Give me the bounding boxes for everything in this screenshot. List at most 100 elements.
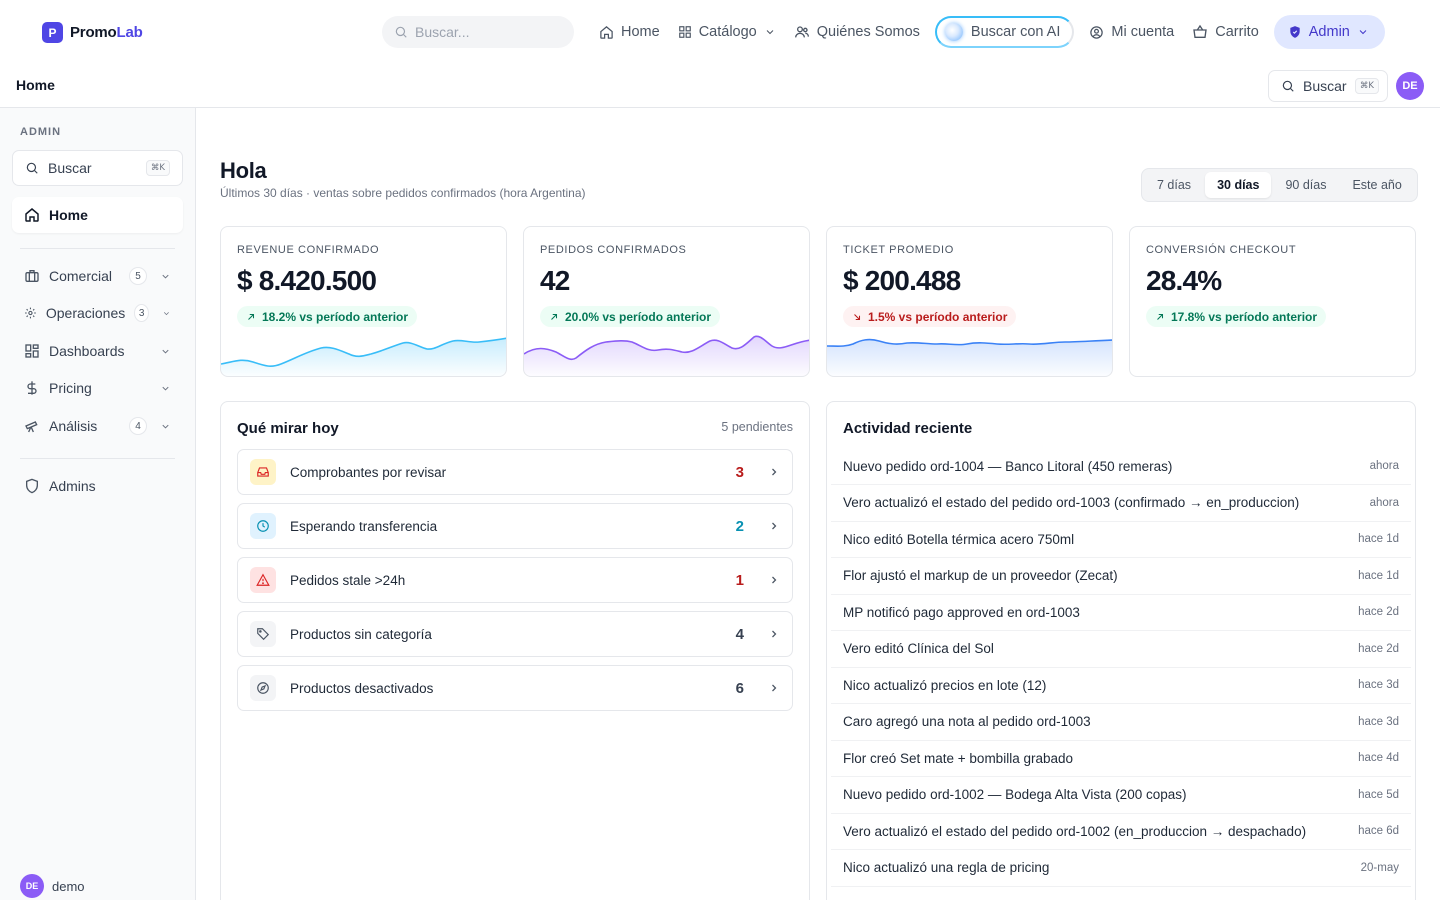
todo-item-stale-orders[interactable]: Pedidos stale >24h 1: [237, 557, 793, 603]
kpi-card-avg-ticket: TICKET PROMEDIO $ 200.488 1.5% vs períod…: [826, 226, 1113, 377]
todo-item-label: Pedidos stale >24h: [290, 572, 406, 588]
nav-about[interactable]: Quiénes Somos: [785, 14, 929, 50]
shield-icon: [1290, 26, 1300, 38]
activity-time: hace 1d: [1358, 569, 1399, 582]
sparkline-line: [221, 337, 506, 367]
sidebar-item-comercial[interactable]: Comercial 5: [12, 258, 183, 294]
activity-item: Nico actualizó precios en lote (12) hace …: [831, 667, 1411, 704]
top-search-box[interactable]: [382, 16, 574, 48]
home-icon: [25, 208, 39, 222]
todo-item-transfer[interactable]: Esperando transferencia 2: [237, 503, 793, 549]
activity-item: Nuevo pedido ord-1002 — Bodega Alta Vist…: [831, 777, 1411, 814]
todo-item-uncategorized[interactable]: Productos sin categoría 4: [237, 611, 793, 657]
activity-text: Nuevo pedido ord-1004 — Banco Litoral (4…: [843, 458, 1173, 474]
gear-icon: [25, 307, 36, 319]
kpi-delta-text: 1.5% vs período anterior: [868, 309, 1008, 324]
activity-text: MP notificó pago approved en ord-1003: [843, 604, 1080, 620]
user-avatar[interactable]: DE: [1396, 72, 1424, 100]
dashboard-icon: [25, 344, 39, 358]
activity-item: MP notificó pago approved en ord-1003 hac…: [831, 594, 1411, 631]
count-badge: 4: [129, 417, 147, 435]
activity-time: hace 2d: [1358, 606, 1399, 618]
kpi-delta-text: 17.8% vs período anterior: [1171, 309, 1318, 324]
sidebar-divider: [20, 458, 175, 459]
sidebar-item-analisis[interactable]: Análisis 4: [12, 408, 183, 444]
activity-time: ahora: [1369, 460, 1399, 472]
activity-text: Vero actualizó el estado del pedido ord-…: [843, 823, 1307, 839]
clock-icon: [250, 513, 276, 539]
search-icon: [395, 26, 407, 38]
chevron-right-icon: [772, 468, 777, 476]
alert-icon: [250, 567, 276, 593]
chevron-down-icon: [162, 274, 169, 279]
kpi-label: REVENUE CONFIRMADO: [237, 244, 380, 256]
activity-item: Nuevo pedido ord-1004 — Banco Litoral (4…: [831, 448, 1411, 485]
activity-time: hace 6d: [1358, 825, 1399, 837]
nav-catalog[interactable]: Catálogo: [669, 14, 785, 50]
activity-title: Actividad reciente: [843, 420, 973, 437]
range-90-days[interactable]: 90 días: [1285, 178, 1327, 192]
activity-item: Nico editó Botella térmica acero 750ml ha…: [831, 521, 1411, 558]
shortcut-badge: ⌘K: [1354, 78, 1379, 94]
brand-logo[interactable]: P PromoLab: [42, 22, 143, 43]
todo-item-receipts[interactable]: Comprobantes por revisar 3: [237, 449, 793, 495]
sidebar-search-button[interactable]: Buscar ⌘K: [12, 150, 183, 186]
activity-text: Flor ajustó el markup de un proveedor (Z…: [843, 568, 1118, 583]
top-search-input[interactable]: [415, 24, 565, 40]
sidebar-user[interactable]: DE demo: [20, 874, 85, 898]
activity-item: Flor creó Set mate + bombilla grabado hac…: [831, 740, 1411, 777]
arrow-up-right-icon: [551, 313, 558, 320]
nav-cart[interactable]: Carrito: [1183, 14, 1268, 50]
header-search-button[interactable]: Buscar ⌘K: [1268, 70, 1388, 102]
grid-icon: [678, 26, 691, 38]
sidebar-item-admins[interactable]: Admins: [12, 468, 183, 504]
greeting-title: Hola: [220, 158, 267, 183]
page-title: Home: [16, 77, 55, 93]
todo-item-count: 2: [735, 517, 744, 535]
sidebar-item-dashboards[interactable]: Dashboards: [12, 333, 183, 369]
kpi-delta-text: 18.2% vs período anterior: [262, 309, 409, 324]
sparkline-line: [524, 335, 809, 361]
dollar-icon: [27, 381, 37, 395]
top-navigation: P PromoLab Home Catálogo Quiénes Somos B…: [0, 0, 1440, 64]
arrow-up-right-icon: [248, 313, 255, 320]
count-badge: 3: [134, 304, 150, 322]
admin-menu-label: Admin: [1308, 24, 1350, 40]
range-7-days[interactable]: 7 días: [1157, 178, 1192, 192]
chevron-down-icon: [766, 30, 774, 35]
count-badge: 5: [129, 267, 147, 285]
todo-item-label: Productos desactivados: [290, 680, 434, 696]
sidebar-item-operaciones[interactable]: Operaciones 3: [12, 295, 183, 331]
nav-home[interactable]: Home: [590, 14, 669, 50]
activity-time: hace 5d: [1358, 788, 1399, 801]
kpi-delta-text: 20.0% vs período anterior: [565, 309, 712, 324]
nav-links: Home Catálogo Quiénes Somos Buscar con A…: [590, 14, 1385, 50]
nav-account[interactable]: Mi cuenta: [1080, 14, 1183, 50]
sidebar-item-label: Pricing: [49, 380, 92, 396]
header-search-label: Buscar: [1303, 78, 1347, 94]
greeting-subtitle: Últimos 30 días · ventas sobre pedidos c…: [220, 186, 586, 200]
sidebar-item-label: Admins: [49, 478, 96, 494]
sidebar: ADMIN Buscar ⌘K Home Comercial 5 Operaci…: [0, 108, 196, 900]
range-30-days[interactable]: 30 días: [1205, 172, 1272, 198]
kpi-delta-badge: 1.5% vs período anterior: [843, 306, 1017, 327]
todo-title: Qué mirar hoy: [237, 420, 339, 437]
range-this-year[interactable]: Este año: [1352, 178, 1402, 192]
activity-item: Nico actualizó una regla de pricing 20-ma…: [831, 850, 1411, 887]
activity-time: ahora: [1369, 496, 1399, 509]
kpi-value: 28.4%: [1146, 265, 1222, 296]
sidebar-item-pricing[interactable]: Pricing: [12, 370, 183, 406]
kpi-card-conversion: CONVERSIÓN CHECKOUT 28.4% 17.8% vs perío…: [1129, 226, 1416, 377]
shield-icon: [26, 478, 38, 494]
page-header: Home Buscar ⌘K DE: [0, 64, 1440, 108]
admin-menu-button[interactable]: Admin: [1273, 15, 1385, 49]
sidebar-item-home[interactable]: Home: [12, 197, 183, 233]
chevron-right-icon: [772, 522, 777, 530]
chevron-down-icon: [164, 311, 170, 315]
ai-search-button[interactable]: Buscar con AI: [934, 16, 1075, 48]
sparkline-chart: [827, 338, 1112, 376]
activity-item: Vero actualizó el estado del pedido ord-…: [831, 485, 1411, 522]
sparkline-chart: [221, 337, 506, 376]
users-icon: [794, 26, 809, 38]
todo-item-deactivated[interactable]: Productos desactivados 6: [237, 665, 793, 711]
